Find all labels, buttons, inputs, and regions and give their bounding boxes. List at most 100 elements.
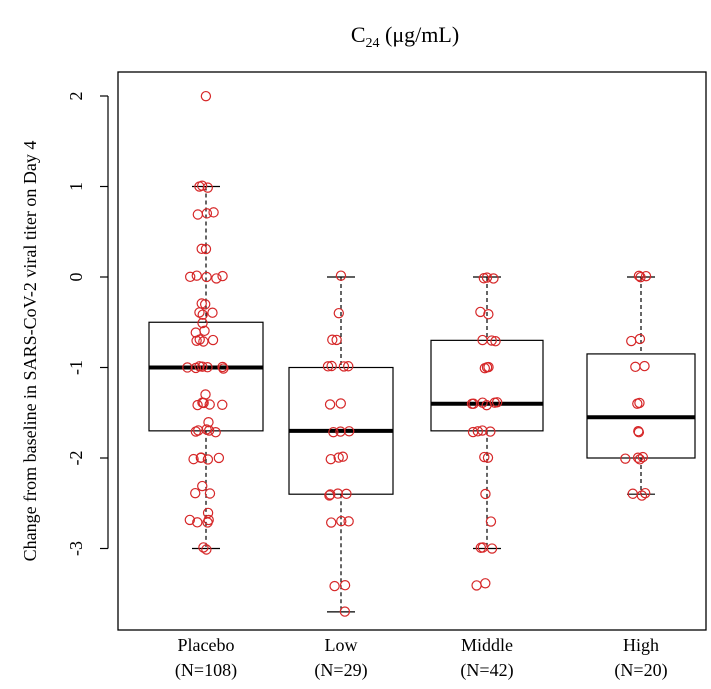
data-point bbox=[630, 361, 641, 373]
data-point bbox=[210, 427, 221, 438]
x-category-count: (N=29) bbox=[314, 660, 367, 681]
plot-frame bbox=[117, 71, 707, 631]
data-point bbox=[471, 580, 482, 591]
data-point bbox=[485, 426, 496, 437]
data-point bbox=[632, 398, 643, 409]
data-point bbox=[326, 360, 337, 372]
y-tick-label: 0 bbox=[66, 273, 86, 282]
chart-title-main: C bbox=[351, 22, 366, 47]
data-point bbox=[472, 426, 484, 437]
data-point bbox=[333, 452, 344, 463]
data-point bbox=[192, 399, 203, 411]
data-point bbox=[627, 488, 638, 499]
data-point bbox=[191, 335, 202, 347]
data-point bbox=[485, 516, 497, 527]
data-point bbox=[203, 425, 215, 436]
x-category-count: (N=108) bbox=[175, 660, 237, 681]
data-point bbox=[479, 451, 490, 463]
y-axis: 2 1 0 -1 -2 -3 bbox=[66, 92, 109, 556]
y-axis-label: Change from baseline in SARS-CoV-2 viral… bbox=[20, 141, 40, 562]
y-tick-label: 2 bbox=[66, 92, 86, 101]
data-point bbox=[339, 606, 351, 617]
data-point bbox=[190, 362, 202, 374]
data-point bbox=[635, 271, 646, 283]
data-point bbox=[192, 209, 204, 220]
data-point bbox=[202, 182, 213, 193]
data-point bbox=[639, 360, 650, 372]
data-point bbox=[483, 361, 494, 373]
chart-title-subscript: 24 bbox=[366, 36, 380, 51]
y-tick-label: -1 bbox=[66, 360, 86, 375]
data-point bbox=[468, 398, 479, 409]
data-point bbox=[190, 426, 202, 437]
data-point bbox=[208, 207, 219, 218]
data-point bbox=[634, 454, 646, 465]
data-point bbox=[634, 333, 646, 345]
data-point bbox=[197, 397, 208, 408]
data-point bbox=[633, 426, 645, 438]
data-point bbox=[637, 451, 649, 463]
x-category-label: Low bbox=[325, 635, 358, 655]
data-point bbox=[632, 452, 644, 463]
data-point bbox=[483, 308, 494, 320]
data-point bbox=[337, 451, 349, 462]
data-point bbox=[626, 335, 637, 347]
data-point bbox=[198, 542, 209, 553]
data-point bbox=[322, 361, 334, 372]
data-point bbox=[620, 453, 631, 464]
data-point bbox=[207, 307, 218, 318]
data-point bbox=[486, 543, 498, 554]
data-point bbox=[192, 517, 203, 528]
data-point bbox=[328, 426, 339, 438]
data-point bbox=[480, 488, 491, 500]
data-point bbox=[202, 362, 213, 373]
x-category-label: Placebo bbox=[178, 635, 235, 655]
data-point bbox=[343, 361, 354, 372]
data-point bbox=[200, 90, 212, 102]
data-point bbox=[325, 453, 336, 465]
data-point bbox=[204, 488, 216, 499]
x-category-count: (N=42) bbox=[460, 660, 513, 681]
data-point bbox=[202, 454, 214, 465]
data-point bbox=[195, 452, 207, 464]
chart-title: C24 (μg/mL) bbox=[351, 22, 459, 51]
data-point bbox=[324, 399, 336, 410]
x-category-count: (N=20) bbox=[614, 660, 667, 681]
box-middle bbox=[430, 276, 544, 550]
data-point bbox=[203, 417, 214, 428]
data-point bbox=[640, 270, 652, 282]
data-point bbox=[193, 425, 204, 436]
data-point bbox=[211, 273, 222, 284]
data-point bbox=[482, 452, 494, 463]
data-point bbox=[197, 309, 208, 320]
data-point bbox=[191, 270, 202, 281]
data-point bbox=[331, 334, 342, 346]
data-point bbox=[194, 181, 205, 192]
data-point bbox=[467, 426, 479, 438]
data-point bbox=[325, 489, 336, 500]
data-point bbox=[475, 542, 487, 553]
iqr-box bbox=[586, 353, 696, 459]
data-point bbox=[326, 517, 337, 528]
data-point bbox=[477, 334, 488, 346]
data-point bbox=[335, 398, 346, 409]
data-point bbox=[327, 334, 338, 345]
data-point bbox=[190, 487, 201, 499]
data-point bbox=[207, 334, 219, 346]
y-tick-label: -3 bbox=[66, 541, 86, 556]
data-point bbox=[338, 361, 350, 372]
data-point bbox=[201, 544, 212, 555]
y-tick-label: -2 bbox=[66, 451, 86, 466]
y-tick-label: 1 bbox=[66, 182, 86, 191]
x-category-label: High bbox=[623, 635, 659, 655]
x-axis-labels: Placebo (N=108) Low (N=29) Middle (N=42) High (… bbox=[175, 635, 668, 681]
data-point bbox=[182, 362, 193, 373]
data-point bbox=[336, 515, 347, 527]
data-points bbox=[182, 90, 652, 617]
data-point bbox=[200, 243, 212, 255]
data-point bbox=[324, 490, 335, 501]
data-point bbox=[488, 273, 499, 284]
data-point bbox=[197, 480, 208, 492]
data-point bbox=[194, 307, 205, 318]
data-point bbox=[343, 426, 355, 437]
